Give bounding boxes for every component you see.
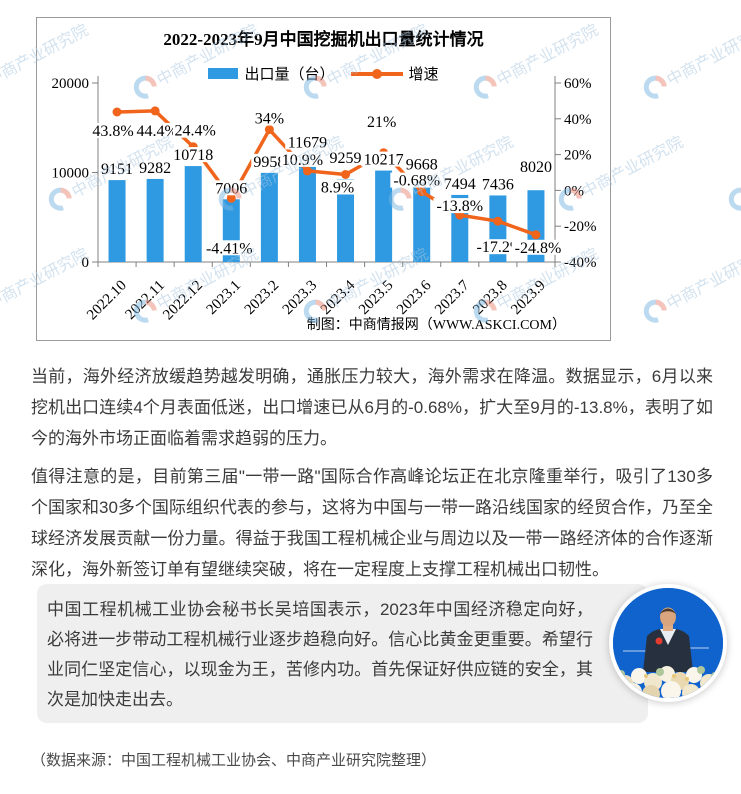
svg-text:2022.12: 2022.12	[160, 278, 206, 324]
watermark-logo-icon: 中商产业研究院	[728, 187, 741, 211]
watermark-logo-icon: 中商产业研究院	[643, 245, 741, 323]
svg-text:7494: 7494	[444, 176, 476, 193]
legend-item-line: 增速	[350, 63, 439, 84]
svg-text:2023.3: 2023.3	[280, 278, 320, 318]
data-source-line: （数据来源：中国工程机械工业协会、中商产业研究院整理）	[31, 752, 437, 769]
svg-text:-17.2%: -17.2%	[477, 239, 524, 256]
svg-text:-40%: -40%	[564, 255, 597, 271]
legend-item-bars: 出口量（台）	[208, 63, 335, 84]
svg-text:-0.68%: -0.68%	[393, 173, 440, 190]
svg-text:-24.8%: -24.8%	[515, 240, 562, 257]
svg-text:2022.11: 2022.11	[123, 278, 168, 323]
speaker-photo	[609, 584, 727, 702]
svg-text:-4.41%: -4.41%	[206, 240, 253, 257]
legend-bar-swatch-icon	[208, 68, 239, 79]
svg-text:-20%: -20%	[564, 219, 597, 235]
svg-text:中商产业研究院: 中商产业研究院	[664, 245, 741, 313]
axes	[92, 76, 561, 267]
svg-text:11679: 11679	[288, 134, 327, 151]
svg-text:34%: 34%	[255, 111, 284, 128]
paragraph-1: 当前，海外经济放缓趋势越发明确，通胀压力较大，海外需求在降温。数据显示，6月以来…	[31, 367, 713, 448]
chart-canvas: 2000010000060%40%20%0%-20%-40%2022.10202…	[52, 76, 597, 324]
svg-text:7006: 7006	[215, 180, 247, 197]
svg-text:9259: 9259	[330, 150, 362, 167]
svg-text:9958: 9958	[253, 154, 285, 171]
svg-text:9282: 9282	[139, 160, 171, 177]
svg-text:2023.5: 2023.5	[356, 278, 396, 318]
quote-text: 中国工程机械工业协会秘书长吴培国表示，2023年中国经济稳定向好，必将进一步带动…	[47, 600, 593, 709]
svg-text:10.9%: 10.9%	[282, 152, 323, 169]
svg-text:20%: 20%	[564, 148, 592, 164]
speaker-photo-image	[613, 588, 723, 698]
bars	[108, 157, 545, 262]
paragraph-2: 值得注意的是，目前第三届"一带一路"国际合作高峰论坛正在北京隆重举行，吸引了13…	[31, 467, 713, 579]
svg-text:2023.4: 2023.4	[318, 277, 359, 318]
svg-text:9151: 9151	[101, 161, 133, 178]
legend-bar-label: 出口量（台）	[244, 67, 335, 83]
excavator-export-chart: 20000 10000 0 60% 40% 20% 0% -20% -40% 2022.10 202…	[36, 17, 611, 341]
svg-text:2023.1: 2023.1	[204, 278, 244, 318]
svg-text:2023.9: 2023.9	[508, 278, 548, 318]
svg-text:0%: 0%	[564, 183, 584, 199]
watermark-logo-icon: 中商产业研究院	[643, 21, 741, 99]
svg-text:8020: 8020	[520, 159, 552, 176]
svg-text:2023.2: 2023.2	[242, 278, 282, 318]
svg-text:2022.10: 2022.10	[84, 278, 130, 324]
svg-text:43.8%: 43.8%	[92, 123, 133, 140]
svg-text:24.4%: 24.4%	[175, 123, 216, 140]
svg-text:10217: 10217	[364, 152, 404, 169]
chart-legend: 出口量（台） 增速	[37, 63, 610, 84]
svg-text:44.4%: 44.4%	[136, 123, 177, 140]
svg-text:2023.7: 2023.7	[432, 277, 473, 318]
legend-line-label: 增速	[408, 67, 439, 83]
svg-text:10000: 10000	[52, 166, 90, 182]
svg-text:0: 0	[82, 255, 90, 271]
growth-line	[115, 109, 538, 237]
svg-text:7436: 7436	[482, 176, 514, 193]
svg-text:8.9%: 8.9%	[321, 179, 354, 196]
svg-text:9668: 9668	[406, 156, 438, 173]
svg-text:10718: 10718	[173, 147, 213, 164]
svg-text:60%: 60%	[564, 76, 592, 92]
svg-text:中商产业研究院: 中商产业研究院	[664, 21, 741, 89]
svg-text:2023.6: 2023.6	[394, 277, 435, 318]
chart-credit: 制图：中商情报网（WWW.ASKCI.COM）	[306, 318, 566, 333]
chart-title: 2022-2023年9月中国挖掘机出口量统计情况	[163, 30, 484, 49]
svg-text:-13.8%: -13.8%	[436, 198, 483, 215]
svg-text:2023.8: 2023.8	[470, 278, 510, 318]
svg-text:21%: 21%	[367, 114, 396, 131]
svg-text:40%: 40%	[564, 112, 592, 128]
quote-box: 中国工程机械工业协会秘书长吴培国表示，2023年中国经济稳定向好，必将进一步带动…	[37, 584, 648, 723]
legend-line-swatch-icon	[350, 68, 403, 79]
svg-text:20000: 20000	[52, 76, 90, 92]
